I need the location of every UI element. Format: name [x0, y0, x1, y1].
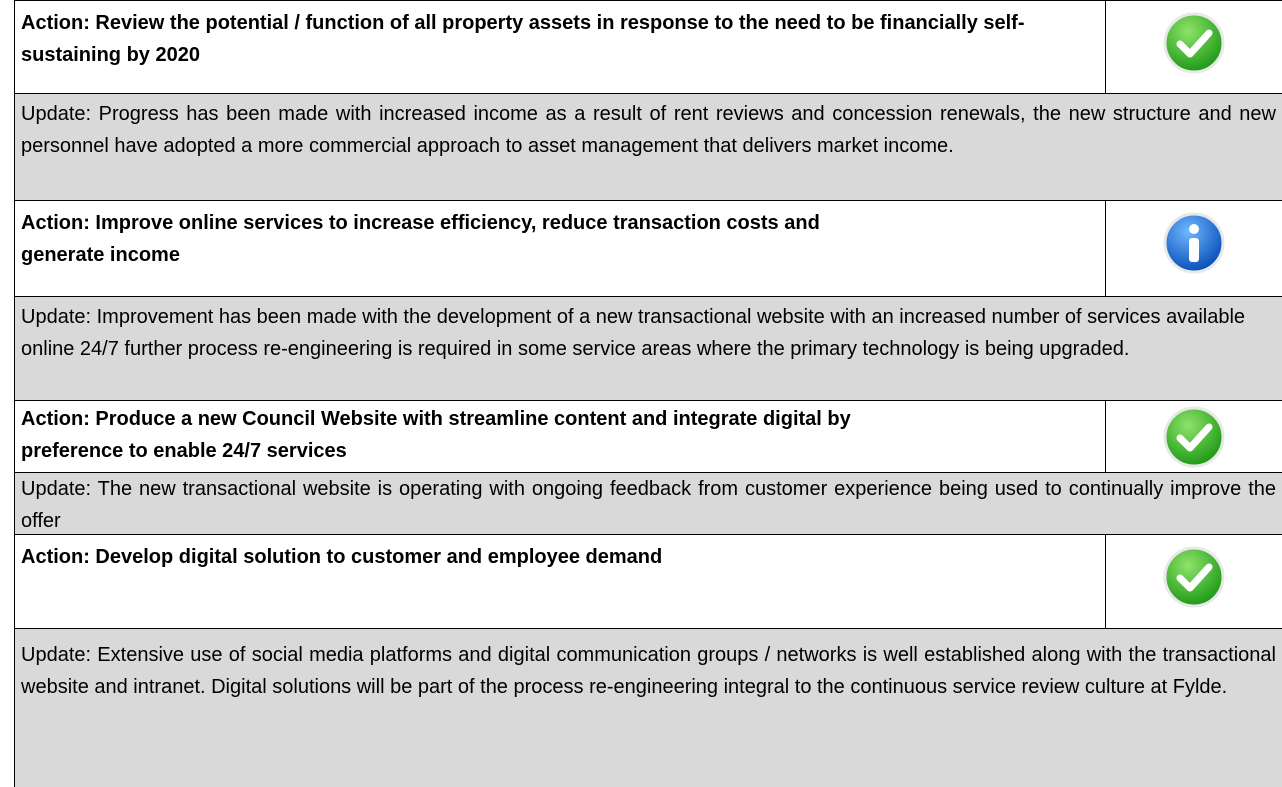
action-row: Action: Review the potential / function … [14, 0, 1282, 93]
status-cell [1105, 201, 1282, 296]
action-text: Action: Review the potential / function … [21, 12, 1025, 66]
action-text: Action: Improve online services to incre… [21, 212, 820, 266]
action-text: Action: Produce a new Council Website wi… [21, 408, 851, 462]
info-icon [1163, 212, 1225, 274]
update-text: Update: Progress has been made with incr… [21, 103, 1276, 157]
status-cell [1105, 401, 1282, 472]
update-text: Update: Extensive use of social media pl… [21, 644, 1276, 698]
update-text: Update: The new transactional website is… [21, 478, 1276, 532]
action-row: Action: Develop digital solution to cust… [14, 534, 1282, 628]
status-cell [1105, 535, 1282, 628]
status-cell [1105, 1, 1282, 93]
action-row: Action: Improve online services to incre… [14, 200, 1282, 296]
update-row: Update: Extensive use of social media pl… [14, 628, 1282, 787]
update-text: Update: Improvement has been made with t… [21, 306, 1246, 360]
update-row: Update: Progress has been made with incr… [14, 93, 1282, 200]
check-icon [1163, 546, 1225, 608]
action-text: Action: Develop digital solution to cust… [21, 546, 663, 568]
check-icon [1163, 12, 1225, 74]
update-row: Update: Improvement has been made with t… [14, 296, 1282, 400]
action-row: Action: Produce a new Council Website wi… [14, 400, 1282, 472]
check-icon [1163, 406, 1225, 468]
update-row: Update: The new transactional website is… [14, 472, 1282, 534]
